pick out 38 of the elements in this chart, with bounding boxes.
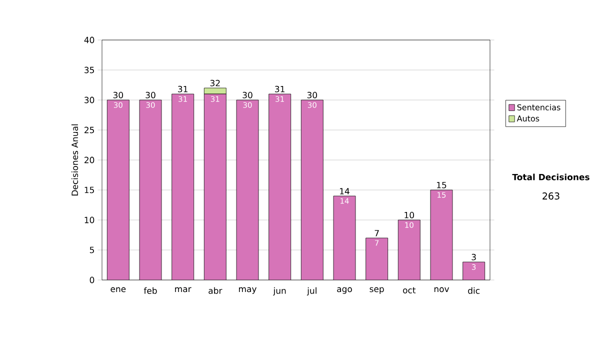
total-label: 30 (307, 92, 318, 98)
text: Total Decisiones (512, 174, 590, 180)
y-tick-label: 15 (84, 186, 94, 194)
total-label: 7 (374, 230, 379, 236)
legend-label: Autos (516, 116, 540, 122)
x-tick-label: nov (434, 287, 450, 292)
x-tick-label: ene (110, 287, 126, 292)
x-tick-label: ago (337, 287, 352, 294)
total-label: 3 (472, 254, 476, 260)
x-tick-label: jul (306, 287, 316, 296)
total-label: 32 (210, 80, 220, 86)
legend-label: Sentencias (517, 104, 560, 110)
y-tick-label: 30 (84, 96, 94, 104)
x-tick-label: oct (403, 287, 416, 294)
total-label: 15 (437, 182, 446, 188)
total-label: 31 (178, 86, 188, 92)
text: 263 (542, 192, 560, 200)
y-tick-label: 0 (90, 276, 94, 284)
y-tick-label: 40 (84, 36, 94, 44)
total-label: 30 (242, 92, 252, 98)
y-tick-label: 5 (90, 246, 94, 254)
y-tick-label: 25 (84, 126, 94, 134)
total-label: 10 (404, 212, 414, 218)
x-tick-label: jun (273, 287, 286, 296)
x-tick-label: feb (144, 287, 157, 294)
x-tick-label: abr (208, 287, 222, 294)
x-tick-label: mar (175, 287, 192, 292)
y-axis-title: Decisiones Anual (71, 124, 78, 196)
y-tick-label: 20 (84, 156, 94, 164)
x-tick-label: sep (370, 287, 384, 294)
total-label: 14 (340, 188, 350, 194)
y-tick-label: 10 (84, 216, 94, 224)
x-tick-label: dic (468, 287, 480, 294)
y-tick-label: 35 (84, 66, 94, 74)
total-label: 31 (275, 86, 284, 92)
x-tick-label: may (239, 287, 257, 294)
total-label: 30 (113, 92, 124, 98)
total-label: 30 (146, 92, 156, 98)
